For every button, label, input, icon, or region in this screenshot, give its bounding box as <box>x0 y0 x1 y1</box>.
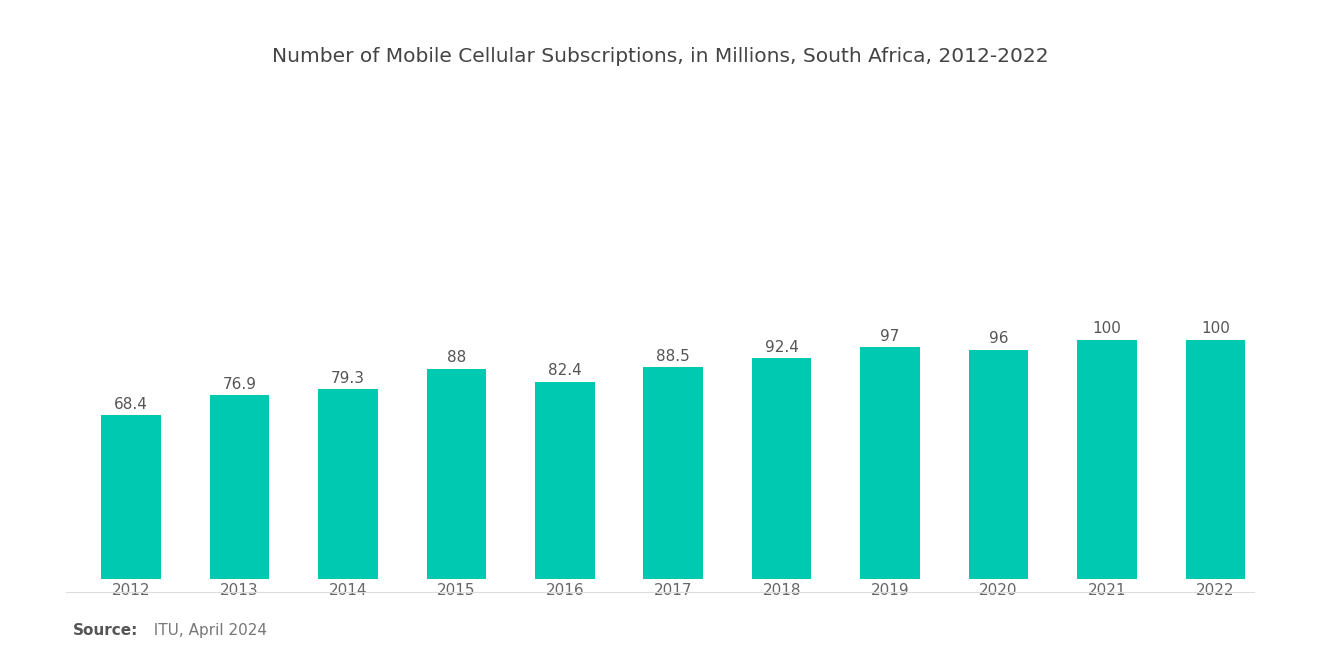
Text: 97: 97 <box>880 329 900 344</box>
Bar <box>1185 340 1245 579</box>
Text: 68.4: 68.4 <box>114 397 148 412</box>
Bar <box>643 368 704 579</box>
Bar <box>1077 340 1137 579</box>
Text: 76.9: 76.9 <box>223 376 256 392</box>
Bar <box>426 368 486 579</box>
Text: 92.4: 92.4 <box>764 340 799 354</box>
Text: 82.4: 82.4 <box>548 364 582 378</box>
Text: 88.5: 88.5 <box>656 349 690 364</box>
Bar <box>102 416 161 579</box>
Text: 88: 88 <box>446 350 466 365</box>
Bar <box>535 382 594 579</box>
Bar <box>318 390 378 579</box>
Bar <box>969 350 1028 579</box>
Bar <box>752 358 812 579</box>
Text: ITU, April 2024: ITU, April 2024 <box>144 623 267 638</box>
Text: 96: 96 <box>989 331 1008 346</box>
Bar <box>210 395 269 579</box>
Text: 100: 100 <box>1201 321 1230 336</box>
Text: Number of Mobile Cellular Subscriptions, in Millions, South Africa, 2012-2022: Number of Mobile Cellular Subscriptions,… <box>272 47 1048 66</box>
Bar <box>861 347 920 579</box>
Text: 79.3: 79.3 <box>331 371 364 386</box>
Text: Source:: Source: <box>73 623 139 638</box>
Text: 100: 100 <box>1093 321 1122 336</box>
